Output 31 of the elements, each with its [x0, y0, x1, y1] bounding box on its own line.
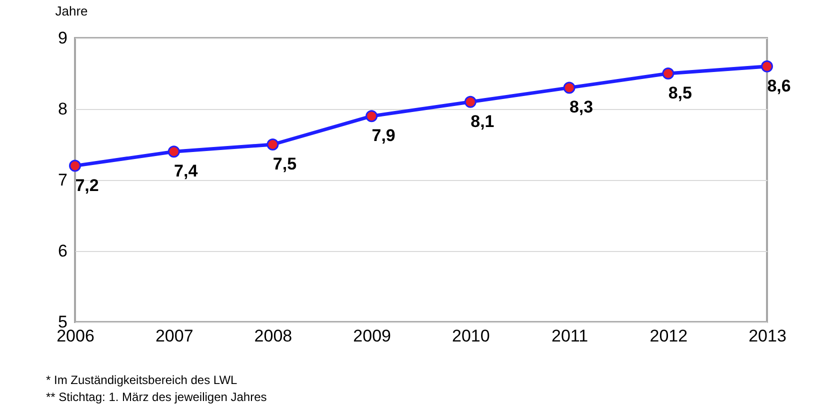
x-tick-label: 2009: [353, 326, 391, 346]
point: [266, 138, 279, 150]
point: [366, 110, 378, 122]
y-tick-label: 8: [58, 100, 68, 118]
y-axis-title: Jahre: [55, 4, 88, 18]
data-label: 8,1: [470, 112, 494, 131]
point: [563, 82, 576, 94]
data-label: 8,3: [569, 98, 594, 117]
point: [69, 160, 81, 172]
data-label: 7,5: [272, 154, 297, 174]
data-label: 7,9: [372, 126, 396, 146]
x-tick-label: 2013: [748, 326, 786, 346]
point: [464, 96, 476, 108]
text: * Im Zuständigkeitsbereich des LWL: [46, 372, 238, 389]
x-tick-label: 2012: [650, 326, 688, 346]
x-tick-label: 2006: [56, 326, 94, 346]
data-label: 7,2: [75, 176, 99, 195]
x-tick-label: 2011: [552, 326, 588, 346]
y-tick-label: 6: [58, 242, 68, 260]
x-tick-label: 2008: [254, 326, 292, 346]
x-tick-label: 2007: [155, 326, 194, 346]
y-tick-label: 9: [58, 28, 68, 48]
data-label: 8,6: [767, 76, 791, 96]
point: [168, 146, 180, 158]
y-tick-label: 7: [58, 170, 68, 190]
point: [662, 68, 674, 80]
data-label: 8,5: [668, 84, 692, 102]
point: [761, 60, 773, 72]
data-label: 7,4: [174, 162, 198, 181]
text: ** Stichtag: 1. März des jeweiligen Jahres: [46, 389, 267, 406]
x-tick-label: 2010: [452, 326, 490, 346]
